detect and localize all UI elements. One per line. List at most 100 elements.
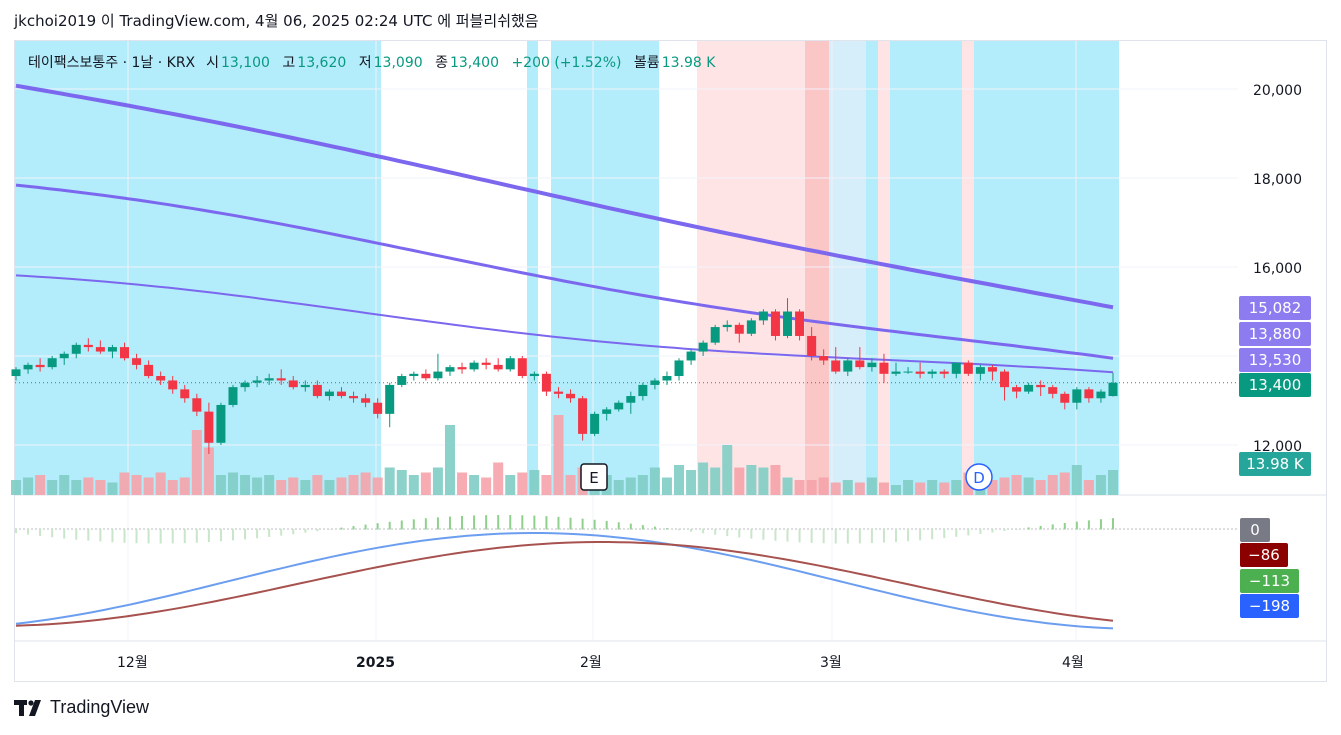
candle-body-36: [445, 367, 455, 372]
volume-bar-77: [939, 482, 950, 495]
dividend-marker[interactable]: D: [965, 463, 993, 491]
tradingview-logo[interactable]: TradingView: [14, 697, 149, 718]
candle-body-30: [373, 402, 383, 414]
macd-hist-40: [497, 515, 500, 530]
high-label: 고: [282, 55, 296, 71]
candle-body-72: [879, 362, 889, 374]
volume-bar-25: [312, 475, 323, 495]
macd-hist-82: [1003, 529, 1006, 532]
macd-hist-10: [135, 529, 138, 544]
volume-bar-56: [686, 470, 697, 495]
candle-body-52: [638, 384, 648, 397]
candle-body-42: [517, 358, 527, 377]
volume-bar-78: [951, 480, 962, 495]
macd-hist-78: [955, 529, 958, 537]
candle-body-81: [987, 367, 997, 372]
macd-hist-42: [521, 515, 524, 530]
earnings-marker[interactable]: E: [580, 463, 608, 491]
macd-hist-50: [617, 522, 620, 530]
candle-body-0: [11, 369, 21, 377]
volume-bar-54: [661, 477, 672, 495]
macd-hist-17: [219, 529, 222, 542]
volume-bar-26: [324, 480, 335, 495]
macd-hist-5: [75, 529, 78, 540]
candle-body-82: [1000, 371, 1010, 388]
volume-bar-41: [505, 475, 516, 495]
publish-caption: jkchoi2019 이 TradingView.com, 4월 06, 202…: [14, 12, 539, 30]
volume-bar-58: [710, 467, 721, 495]
candle-body-12: [156, 376, 166, 381]
candle-body-3: [47, 358, 57, 368]
volume-bar-19: [240, 475, 251, 495]
bg-band-5: [829, 41, 866, 495]
candle-body-32: [397, 376, 407, 385]
volume-bar-14: [179, 477, 190, 495]
macd-hist-30: [376, 523, 379, 530]
macd-hist-14: [183, 529, 186, 544]
ma-short-line: [15, 274, 1114, 374]
candle-body-26: [324, 391, 334, 397]
macd-hist-16: [207, 529, 210, 543]
volume-bar-7: [95, 480, 106, 495]
ma-short-price-label: 13,530: [1239, 348, 1311, 372]
candle-body-76: [927, 371, 937, 374]
macd-hist-35: [436, 517, 439, 530]
bg-band-4: [805, 41, 829, 495]
macd-hist-37: [461, 515, 464, 530]
candle-body-77: [939, 371, 949, 374]
volume-bar-89: [1083, 480, 1094, 495]
macd-hist-75: [919, 529, 922, 541]
price-tick-20000: 20,000: [1253, 83, 1302, 99]
macd-hist-41: [509, 515, 512, 530]
macd-hist-81: [991, 529, 994, 533]
macd-hist-15: [195, 529, 198, 543]
candle-body-74: [903, 371, 913, 373]
high-value: 13,620: [297, 55, 347, 71]
macd-hist-83: [1015, 528, 1018, 530]
candle-body-49: [602, 409, 612, 414]
candle-body-28: [349, 396, 359, 399]
candle-body-4: [59, 353, 69, 359]
candle-body-14: [180, 389, 190, 399]
volume-bar-2: [35, 475, 46, 495]
volume-bar-37: [457, 472, 468, 495]
candle-body-85: [1036, 384, 1046, 388]
candle-body-63: [770, 311, 780, 336]
candle-body-35: [433, 371, 443, 379]
bg-band-2: [551, 41, 659, 495]
candle-body-64: [783, 311, 793, 336]
macd-hist-61: [750, 529, 753, 539]
candle-body-62: [758, 311, 768, 321]
candle-body-66: [807, 335, 817, 356]
volume-bar-5: [71, 480, 82, 495]
macd-hist-7: [99, 529, 102, 542]
candle-body-55: [674, 360, 684, 377]
chart-frame[interactable]: [14, 40, 1327, 682]
candle-body-78: [951, 362, 961, 374]
volume-bar-87: [1059, 472, 1070, 495]
macd-hist-85: [1039, 525, 1042, 530]
candle-body-59: [722, 324, 732, 328]
time-tick-feb: 2월: [580, 655, 602, 671]
price-tick-16000: 16,000: [1253, 261, 1302, 277]
volume-bar-62: [758, 467, 769, 495]
volume-bar-3: [47, 480, 58, 495]
macd-zero-label: 0: [1240, 518, 1270, 542]
volume-price-label: 13.98 K: [1239, 452, 1311, 476]
macd-hist-65: [798, 529, 801, 543]
macd-hist-69: [846, 529, 849, 544]
macd-hist-6: [87, 529, 90, 541]
tv-logo-icon: [14, 699, 41, 716]
macd-hist-73: [895, 529, 898, 542]
earnings-letter: E: [589, 469, 598, 487]
candle-body-67: [819, 356, 829, 361]
macd-hist-77: [943, 529, 946, 539]
time-tick-dec: 12월: [117, 655, 148, 671]
macd-hist-66: [810, 529, 813, 543]
volume-bar-18: [227, 472, 238, 495]
macd-hist-9: [123, 529, 126, 543]
volume-bar-45: [553, 415, 564, 495]
candle-body-51: [626, 396, 636, 403]
macd-hist-87: [1063, 522, 1066, 530]
